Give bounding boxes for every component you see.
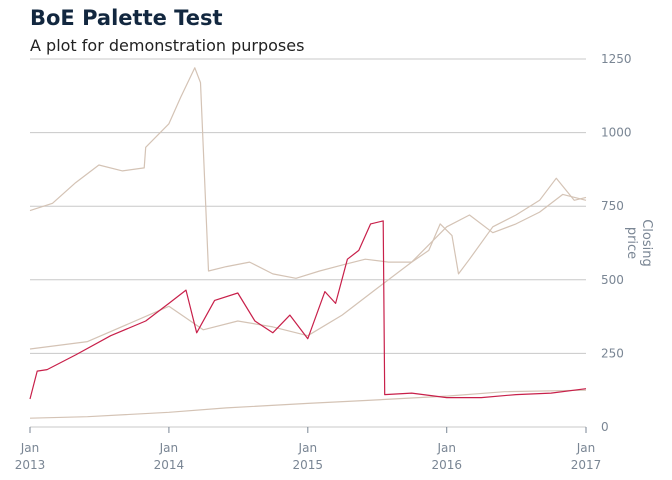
y-tick-label: 250 (601, 346, 624, 360)
series-line (29, 220, 587, 400)
y-tick-label: 750 (601, 199, 624, 213)
y-tick-label: 1250 (601, 52, 632, 66)
x-tick-label: Jan (298, 441, 318, 455)
x-tick-year-label: 2015 (293, 458, 324, 472)
y-axis-label: Closingprice (624, 219, 654, 267)
y-axis-label-line: price (624, 227, 639, 259)
x-tick-label: Jan (436, 441, 456, 455)
y-tick-label: 0 (601, 420, 609, 434)
series-line (29, 389, 587, 419)
x-tick-label: Jan (20, 441, 40, 455)
chart-title: BoE Palette Test (30, 6, 223, 30)
x-tick-year-label: 2013 (15, 458, 46, 472)
chart-subtitle: A plot for demonstration purposes (30, 36, 305, 55)
x-tick-year-label: 2014 (154, 458, 185, 472)
y-axis-label-line: Closing (639, 219, 654, 267)
y-tick-label: 1000 (601, 126, 632, 140)
y-tick-label: 500 (601, 273, 624, 287)
series-line (29, 193, 587, 350)
x-tick-label: Jan (159, 441, 179, 455)
x-tick-year-label: 2017 (571, 458, 602, 472)
x-tick-year-label: 2016 (431, 458, 462, 472)
series-line (29, 67, 587, 279)
x-tick-label: Jan (576, 441, 596, 455)
